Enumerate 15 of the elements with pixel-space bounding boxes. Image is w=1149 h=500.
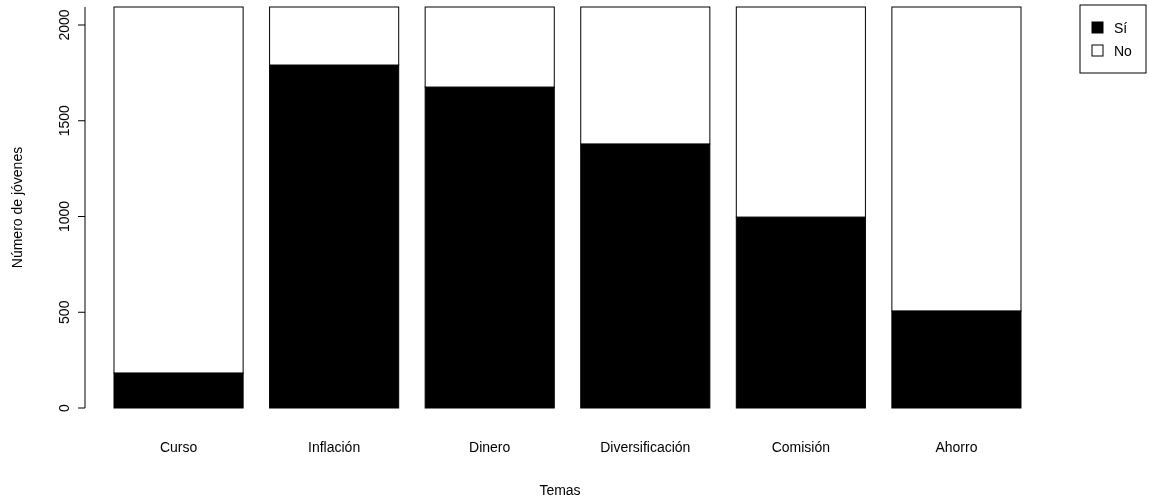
y-tick-label: 1500 (56, 104, 72, 137)
legend-label: No (1114, 43, 1133, 59)
y-tick-label: 2000 (56, 9, 72, 41)
x-tick-label: Diversificación (600, 439, 691, 455)
y-tick-label: 1000 (56, 200, 72, 233)
x-axis-title: Temas (539, 482, 581, 498)
legend-label: Sí (1114, 20, 1128, 36)
x-tick-label: Curso (159, 439, 198, 455)
y-axis-title: Número de jóvenes (9, 146, 25, 269)
x-tick-label: Comisión (771, 439, 831, 455)
x-tick-label: Dinero (469, 439, 511, 455)
y-tick-label: 0 (56, 403, 72, 412)
x-tick-label: Inflación (308, 439, 361, 455)
y-tick-label: 500 (56, 300, 72, 324)
x-tick-label: Ahorro (935, 439, 978, 455)
